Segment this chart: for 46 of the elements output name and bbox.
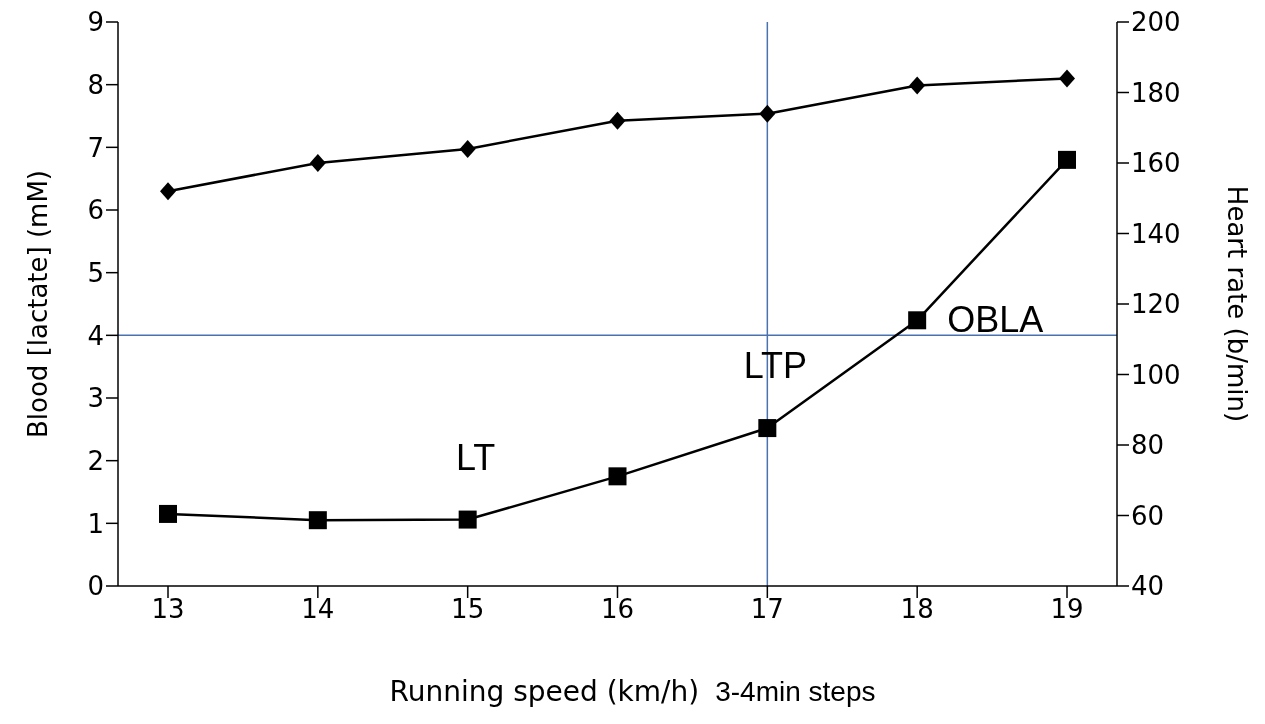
point (609, 111, 626, 130)
point (458, 510, 477, 529)
text: 3-4min steps (715, 676, 876, 707)
point (608, 467, 627, 486)
annotation: OBLA (947, 299, 1044, 341)
point (308, 511, 327, 530)
y2-tick-label: 40 (1131, 571, 1165, 602)
y2-tick-label: 160 (1131, 148, 1181, 179)
y-tick-label: 5 (87, 257, 104, 288)
y-tick-label: 3 (87, 383, 104, 414)
y-tick-label: 4 (87, 320, 104, 351)
x-tick-label: 19 (1050, 594, 1084, 625)
point (459, 139, 476, 158)
y2-tick-label: 100 (1131, 359, 1181, 390)
y-tick-label: 8 (87, 69, 104, 100)
point (1059, 69, 1075, 88)
y-axis-title: Blood [lactate] (mM) (23, 169, 54, 439)
y2-tick-label: 180 (1131, 77, 1181, 108)
x-tick-label: 14 (301, 594, 335, 625)
y2-tick-label: 140 (1131, 218, 1181, 249)
y2-tick-label: 60 (1131, 500, 1165, 531)
y-tick-label: 7 (87, 132, 104, 163)
y2-tick-label: 120 (1131, 289, 1181, 320)
point (309, 154, 326, 172)
point (159, 504, 177, 523)
y2-tick-label: 200 (1131, 7, 1181, 38)
y2-axis-title: Heart rate (b/min) (1221, 185, 1252, 423)
x-tick-label: 15 (451, 594, 485, 625)
point (909, 76, 926, 95)
point (759, 104, 776, 123)
point (1058, 150, 1076, 169)
y-tick-label: 0 (87, 571, 104, 602)
x-tick-label: 16 (600, 594, 635, 625)
point (160, 182, 176, 201)
y-tick-label: 2 (87, 445, 104, 476)
point (908, 311, 927, 330)
y-tick-label: 1 (87, 508, 104, 539)
x-tick-label: 18 (900, 594, 934, 625)
point (758, 419, 777, 438)
y-tick-label: 9 (87, 7, 104, 38)
x-tick-label: 17 (750, 594, 784, 625)
annotation: LT (455, 436, 496, 478)
x-axis-title: Running speed (km/h) (389, 675, 700, 708)
y2-tick-label: 80 (1131, 430, 1165, 461)
x-tick-label: 13 (151, 594, 185, 625)
y-tick-label: 6 (87, 195, 104, 226)
